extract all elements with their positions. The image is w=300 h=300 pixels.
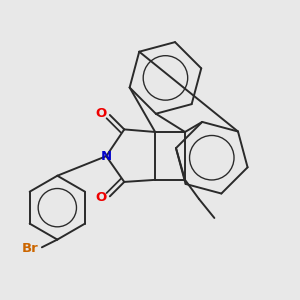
Text: O: O: [95, 191, 106, 204]
Text: N: N: [101, 150, 112, 163]
Text: O: O: [95, 107, 106, 121]
Text: Br: Br: [22, 242, 39, 255]
